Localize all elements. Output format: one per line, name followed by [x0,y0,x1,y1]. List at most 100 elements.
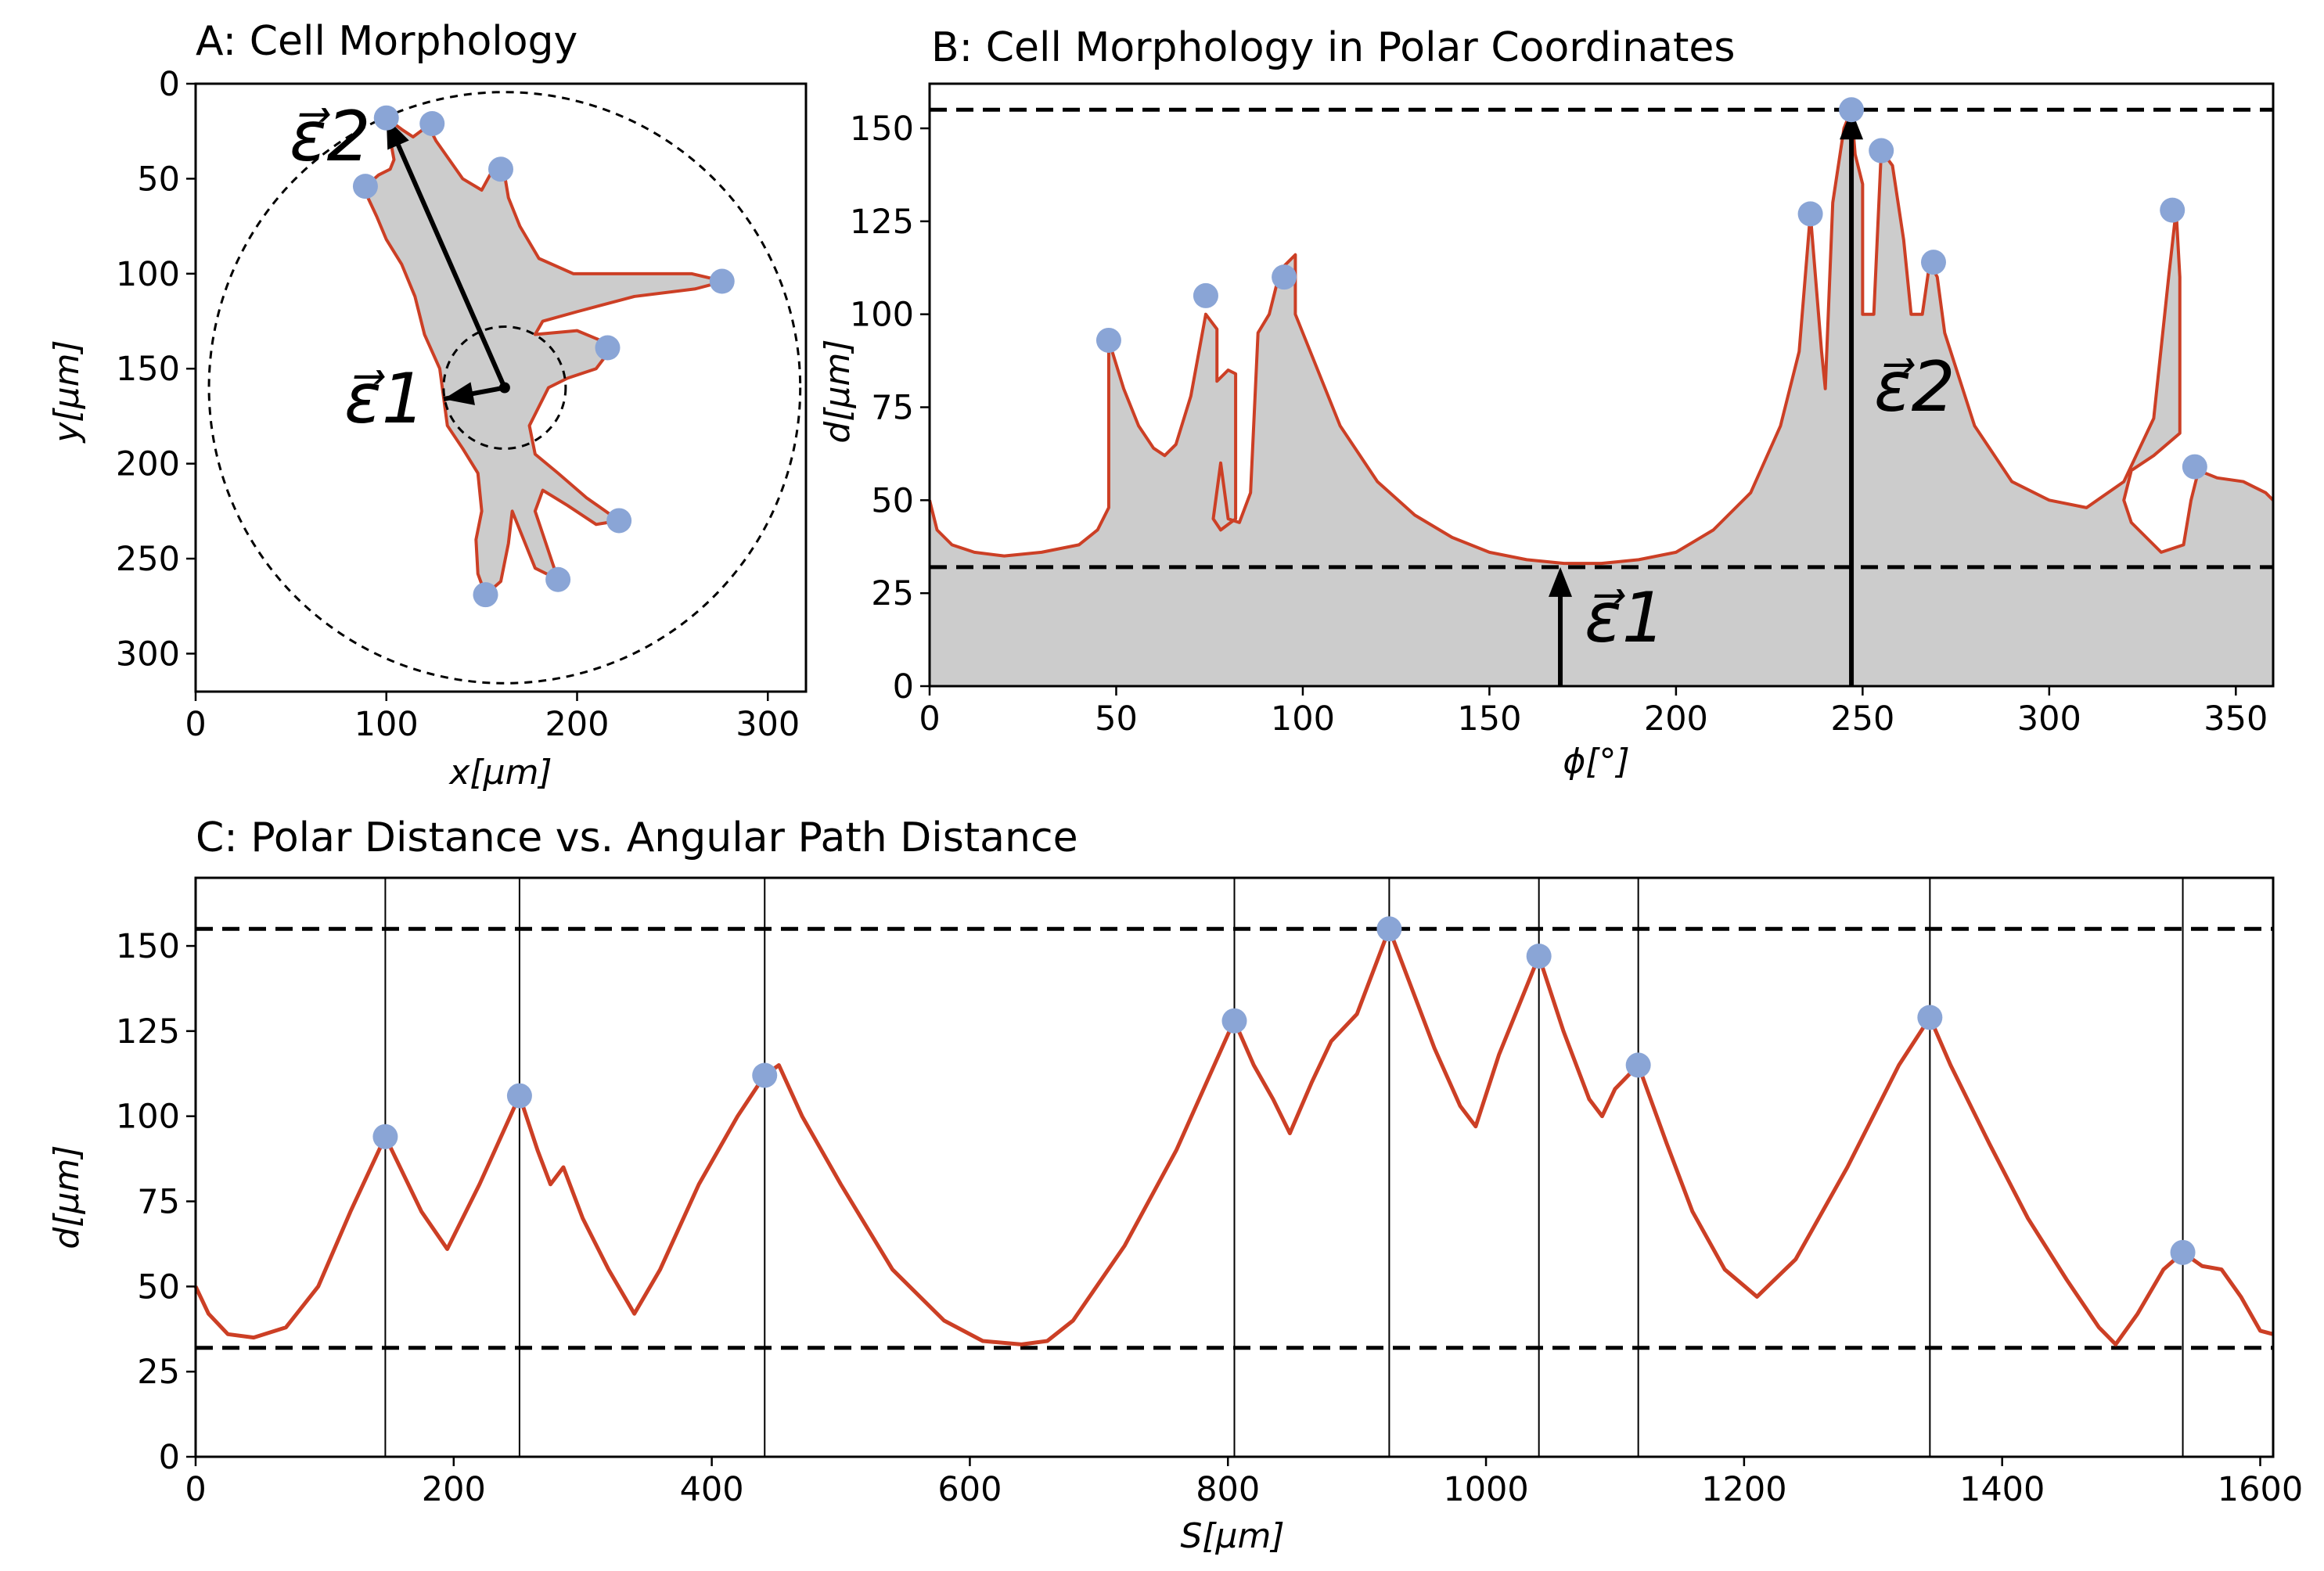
panel-c-title: C: Polar Distance vs. Angular Path Dista… [196,814,1078,861]
vector-1-arrowhead [1549,566,1573,597]
panel-b-xtick-label: 350 [2203,699,2268,739]
panel-b-polar-coordinates: B: Cell Morphology in Polar Coordinates … [818,24,2275,782]
panel-c-ytick-label: 100 [116,1098,180,1137]
tip-marker [595,335,621,361]
tip-marker [419,110,445,136]
panel-c-ytick-label: 125 [116,1012,180,1052]
panel-c-xtick-label: 1200 [1701,1470,1786,1509]
panel-c-xlabel: S[μm] [1180,1516,1284,1556]
tip-marker [488,156,513,182]
panel-a-title: A: Cell Morphology [196,18,577,65]
epsilon-2-label: ε⃗2 [1874,347,1955,427]
cell-outline [362,116,726,597]
panel-c-ytick-label: 0 [159,1438,180,1477]
polar-outline [928,108,2275,566]
tip-marker [709,268,735,294]
panel-c-axes-frame [194,876,2275,1458]
panel-a-ytick-label: 50 [137,160,180,199]
panel-a-ytick-label: 0 [159,65,180,104]
panel-b-xtick-label: 50 [1095,699,1138,739]
panel-c-polar-vs-path: C: Polar Distance vs. Angular Path Dista… [47,814,2303,1556]
panel-c-xtick-label: 0 [185,1470,206,1509]
panel-a-ytick-label: 250 [116,540,180,579]
panel-b-ytick-label: 125 [850,203,914,242]
epsilon-1-label: ε⃗1 [1585,577,1666,658]
panel-a-xtick-label: 0 [185,705,206,744]
tip-marker [2160,197,2185,223]
panel-b-xtick-label: 250 [1830,699,1894,739]
panel-c-plot-area: 0 200 400 600 800 1000 1200 1400 1600 0 25 50 75 100 1… [116,876,2303,1509]
epsilon-1-label: ε⃗1 [344,358,426,439]
panel-b-ytick-label: 100 [850,296,914,335]
panel-b-plot-area: ε⃗1 ε⃗2 0 50 100 150 200 250 300 350 0 25 50 75 100 125… [850,82,2275,739]
panel-c-ytick-label: 75 [137,1183,180,1222]
panel-c-xtick-label: 1400 [1959,1470,2045,1509]
tip-marker [1193,282,1218,308]
tip-marker [1797,201,1823,227]
tip-marker [1869,138,1894,164]
tip-marker [473,582,498,608]
vector-2-arrowhead [1840,110,1864,140]
tip-marker [373,105,399,131]
panel-c-ytick-label: 25 [137,1353,180,1392]
tip-marker [1221,1008,1247,1034]
tip-marker [1625,1052,1651,1078]
panel-a-xtick-label: 300 [736,705,800,744]
panel-c-xtick-label: 200 [422,1470,486,1509]
panel-a-ytick-label: 100 [116,255,180,294]
panel-b-ytick-label: 0 [893,667,914,706]
inner-dashed-circle [442,325,567,450]
panel-a-ytick-label: 200 [116,445,180,484]
panel-c-ytick-label: 150 [116,927,180,966]
tip-marker [606,508,632,534]
panel-b-ylabel: d[μm] [818,339,858,443]
panel-c-xtick-label: 600 [937,1470,1002,1509]
panel-b-xlabel: ϕ[°] [1563,742,1629,782]
panel-b-xtick-label: 150 [1457,699,1521,739]
tip-marker [2170,1239,2196,1265]
outer-dashed-circle [207,91,802,685]
panel-b-xtick-label: 200 [1644,699,1708,739]
panel-a-xlabel: x[μm] [448,753,552,793]
vector-1-arrowhead [443,382,475,405]
panel-a-axes-frame [194,82,808,693]
tip-marker [1917,1005,1943,1030]
tip-marker [1272,264,1297,290]
panel-b-ytick-label: 25 [871,574,914,613]
tip-marker [506,1083,532,1109]
tip-marker [1526,944,1552,969]
panel-b-axes-frame [928,82,2275,688]
tip-marker [1920,250,1946,275]
distance-line [193,926,2274,1346]
panel-a-xtick-label: 200 [545,705,609,744]
panel-a-ylabel: y[μm] [47,340,87,444]
tip-marker [2182,454,2207,480]
tip-marker [372,1123,398,1149]
tip-marker [545,566,571,592]
tip-marker [1839,97,1865,123]
panel-b-ytick-label: 50 [871,481,914,520]
panel-a-ytick-label: 150 [116,350,180,389]
panel-b-ytick-label: 75 [871,389,914,428]
panel-c-xtick-label: 800 [1196,1470,1260,1509]
panel-c-xtick-label: 400 [680,1470,744,1509]
panel-b-ytick-label: 150 [850,110,914,149]
panel-a-xtick-label: 100 [354,705,419,744]
panel-b-title: B: Cell Morphology in Polar Coordinates [931,24,1735,71]
epsilon-2-label: ε⃗2 [290,96,371,177]
polar-area-fill [930,110,2273,686]
panel-c-ylabel: d[μm] [47,1145,87,1249]
panel-b-xtick-label: 300 [2017,699,2081,739]
panel-a-ytick-label: 300 [116,635,180,674]
tip-marker [1376,916,1402,942]
vector-2-line [384,117,507,389]
tip-marker [1095,327,1121,353]
panel-b-xtick-label: 0 [919,699,940,739]
panel-c-xtick-label: 1000 [1443,1470,1528,1509]
panel-c-xtick-label: 1600 [2218,1470,2303,1509]
tip-marker [352,174,378,200]
panel-b-xtick-label: 100 [1271,699,1335,739]
panel-a-cell-morphology: A: Cell Morphology ε⃗1ε⃗20 100 200 30005010… [47,18,808,793]
